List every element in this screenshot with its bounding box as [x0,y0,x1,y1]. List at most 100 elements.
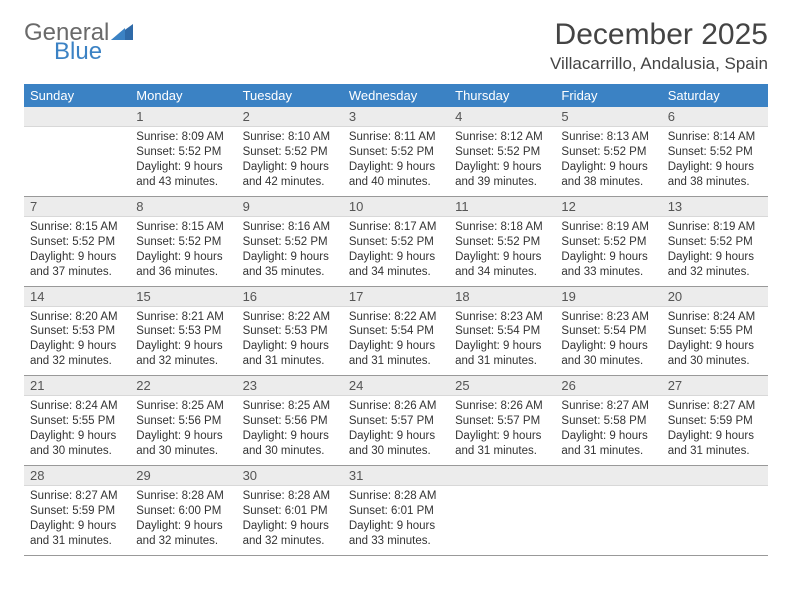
day-content: Sunrise: 8:23 AMSunset: 5:54 PMDaylight:… [449,307,555,376]
day-number: 3 [343,107,449,127]
calendar-cell: 21Sunrise: 8:24 AMSunset: 5:55 PMDayligh… [24,376,130,466]
day-number: 13 [662,197,768,217]
day-number: 11 [449,197,555,217]
day-content: Sunrise: 8:19 AMSunset: 5:52 PMDaylight:… [662,217,768,286]
page-title: December 2025 [550,18,768,52]
day-content: Sunrise: 8:27 AMSunset: 5:59 PMDaylight:… [24,486,130,555]
day-content: Sunrise: 8:11 AMSunset: 5:52 PMDaylight:… [343,127,449,196]
calendar-cell: 29Sunrise: 8:28 AMSunset: 6:00 PMDayligh… [130,466,236,556]
calendar-cell [24,107,130,196]
calendar-cell: 25Sunrise: 8:26 AMSunset: 5:57 PMDayligh… [449,376,555,466]
weekday-header: Sunday [24,84,130,107]
calendar-cell: 28Sunrise: 8:27 AMSunset: 5:59 PMDayligh… [24,466,130,556]
calendar-cell: 27Sunrise: 8:27 AMSunset: 5:59 PMDayligh… [662,376,768,466]
calendar-cell: 17Sunrise: 8:22 AMSunset: 5:54 PMDayligh… [343,286,449,376]
day-number: 2 [237,107,343,127]
weekday-header: Wednesday [343,84,449,107]
calendar-cell: 19Sunrise: 8:23 AMSunset: 5:54 PMDayligh… [555,286,661,376]
day-number: 29 [130,466,236,486]
calendar-cell: 26Sunrise: 8:27 AMSunset: 5:58 PMDayligh… [555,376,661,466]
calendar-cell: 6Sunrise: 8:14 AMSunset: 5:52 PMDaylight… [662,107,768,196]
day-content [449,486,555,540]
triangle-icon [111,22,133,45]
day-content: Sunrise: 8:17 AMSunset: 5:52 PMDaylight:… [343,217,449,286]
calendar-cell: 16Sunrise: 8:22 AMSunset: 5:53 PMDayligh… [237,286,343,376]
day-number: 7 [24,197,130,217]
day-content: Sunrise: 8:27 AMSunset: 5:59 PMDaylight:… [662,396,768,465]
day-number [24,107,130,127]
day-number [662,466,768,486]
weekday-header: Friday [555,84,661,107]
calendar-cell: 4Sunrise: 8:12 AMSunset: 5:52 PMDaylight… [449,107,555,196]
calendar-cell: 10Sunrise: 8:17 AMSunset: 5:52 PMDayligh… [343,196,449,286]
day-number: 9 [237,197,343,217]
day-number: 16 [237,287,343,307]
calendar-cell: 5Sunrise: 8:13 AMSunset: 5:52 PMDaylight… [555,107,661,196]
calendar-cell: 9Sunrise: 8:16 AMSunset: 5:52 PMDaylight… [237,196,343,286]
calendar-cell: 12Sunrise: 8:19 AMSunset: 5:52 PMDayligh… [555,196,661,286]
day-number: 19 [555,287,661,307]
header: General Blue December 2025 Villacarrillo… [24,18,768,74]
calendar-row: 1Sunrise: 8:09 AMSunset: 5:52 PMDaylight… [24,107,768,196]
calendar-cell [662,466,768,556]
day-content: Sunrise: 8:22 AMSunset: 5:53 PMDaylight:… [237,307,343,376]
day-number: 24 [343,376,449,396]
calendar-cell [449,466,555,556]
day-content: Sunrise: 8:25 AMSunset: 5:56 PMDaylight:… [130,396,236,465]
day-content: Sunrise: 8:27 AMSunset: 5:58 PMDaylight:… [555,396,661,465]
day-content: Sunrise: 8:22 AMSunset: 5:54 PMDaylight:… [343,307,449,376]
day-number: 17 [343,287,449,307]
day-number: 25 [449,376,555,396]
calendar-cell: 30Sunrise: 8:28 AMSunset: 6:01 PMDayligh… [237,466,343,556]
calendar-cell: 18Sunrise: 8:23 AMSunset: 5:54 PMDayligh… [449,286,555,376]
weekday-header: Saturday [662,84,768,107]
calendar-cell: 11Sunrise: 8:18 AMSunset: 5:52 PMDayligh… [449,196,555,286]
day-number: 18 [449,287,555,307]
calendar-cell: 23Sunrise: 8:25 AMSunset: 5:56 PMDayligh… [237,376,343,466]
calendar-row: 14Sunrise: 8:20 AMSunset: 5:53 PMDayligh… [24,286,768,376]
day-number: 15 [130,287,236,307]
day-content: Sunrise: 8:12 AMSunset: 5:52 PMDaylight:… [449,127,555,196]
calendar-body: 1Sunrise: 8:09 AMSunset: 5:52 PMDaylight… [24,107,768,555]
day-content: Sunrise: 8:24 AMSunset: 5:55 PMDaylight:… [24,396,130,465]
calendar-cell: 15Sunrise: 8:21 AMSunset: 5:53 PMDayligh… [130,286,236,376]
day-content: Sunrise: 8:13 AMSunset: 5:52 PMDaylight:… [555,127,661,196]
location-text: Villacarrillo, Andalusia, Spain [550,54,768,74]
day-content: Sunrise: 8:25 AMSunset: 5:56 PMDaylight:… [237,396,343,465]
logo: General Blue [24,18,133,64]
calendar-cell: 8Sunrise: 8:15 AMSunset: 5:52 PMDaylight… [130,196,236,286]
day-content: Sunrise: 8:23 AMSunset: 5:54 PMDaylight:… [555,307,661,376]
weekday-header: Thursday [449,84,555,107]
day-number: 31 [343,466,449,486]
day-content [555,486,661,540]
calendar-table: SundayMondayTuesdayWednesdayThursdayFrid… [24,84,768,556]
calendar-row: 21Sunrise: 8:24 AMSunset: 5:55 PMDayligh… [24,376,768,466]
day-number: 22 [130,376,236,396]
calendar-cell: 22Sunrise: 8:25 AMSunset: 5:56 PMDayligh… [130,376,236,466]
day-content: Sunrise: 8:26 AMSunset: 5:57 PMDaylight:… [449,396,555,465]
day-number: 14 [24,287,130,307]
day-content: Sunrise: 8:14 AMSunset: 5:52 PMDaylight:… [662,127,768,196]
day-number: 10 [343,197,449,217]
day-content: Sunrise: 8:21 AMSunset: 5:53 PMDaylight:… [130,307,236,376]
day-number: 23 [237,376,343,396]
calendar-cell: 1Sunrise: 8:09 AMSunset: 5:52 PMDaylight… [130,107,236,196]
calendar-cell: 3Sunrise: 8:11 AMSunset: 5:52 PMDaylight… [343,107,449,196]
day-number: 12 [555,197,661,217]
calendar-cell: 13Sunrise: 8:19 AMSunset: 5:52 PMDayligh… [662,196,768,286]
day-content: Sunrise: 8:15 AMSunset: 5:52 PMDaylight:… [130,217,236,286]
day-number [449,466,555,486]
weekday-header: Tuesday [237,84,343,107]
calendar-cell: 20Sunrise: 8:24 AMSunset: 5:55 PMDayligh… [662,286,768,376]
day-content: Sunrise: 8:16 AMSunset: 5:52 PMDaylight:… [237,217,343,286]
day-content: Sunrise: 8:28 AMSunset: 6:01 PMDaylight:… [343,486,449,555]
day-content: Sunrise: 8:20 AMSunset: 5:53 PMDaylight:… [24,307,130,376]
day-content: Sunrise: 8:26 AMSunset: 5:57 PMDaylight:… [343,396,449,465]
day-content: Sunrise: 8:28 AMSunset: 6:01 PMDaylight:… [237,486,343,555]
day-content: Sunrise: 8:10 AMSunset: 5:52 PMDaylight:… [237,127,343,196]
title-block: December 2025 Villacarrillo, Andalusia, … [550,18,768,74]
day-content: Sunrise: 8:24 AMSunset: 5:55 PMDaylight:… [662,307,768,376]
day-number: 5 [555,107,661,127]
day-number: 4 [449,107,555,127]
calendar-row: 7Sunrise: 8:15 AMSunset: 5:52 PMDaylight… [24,196,768,286]
